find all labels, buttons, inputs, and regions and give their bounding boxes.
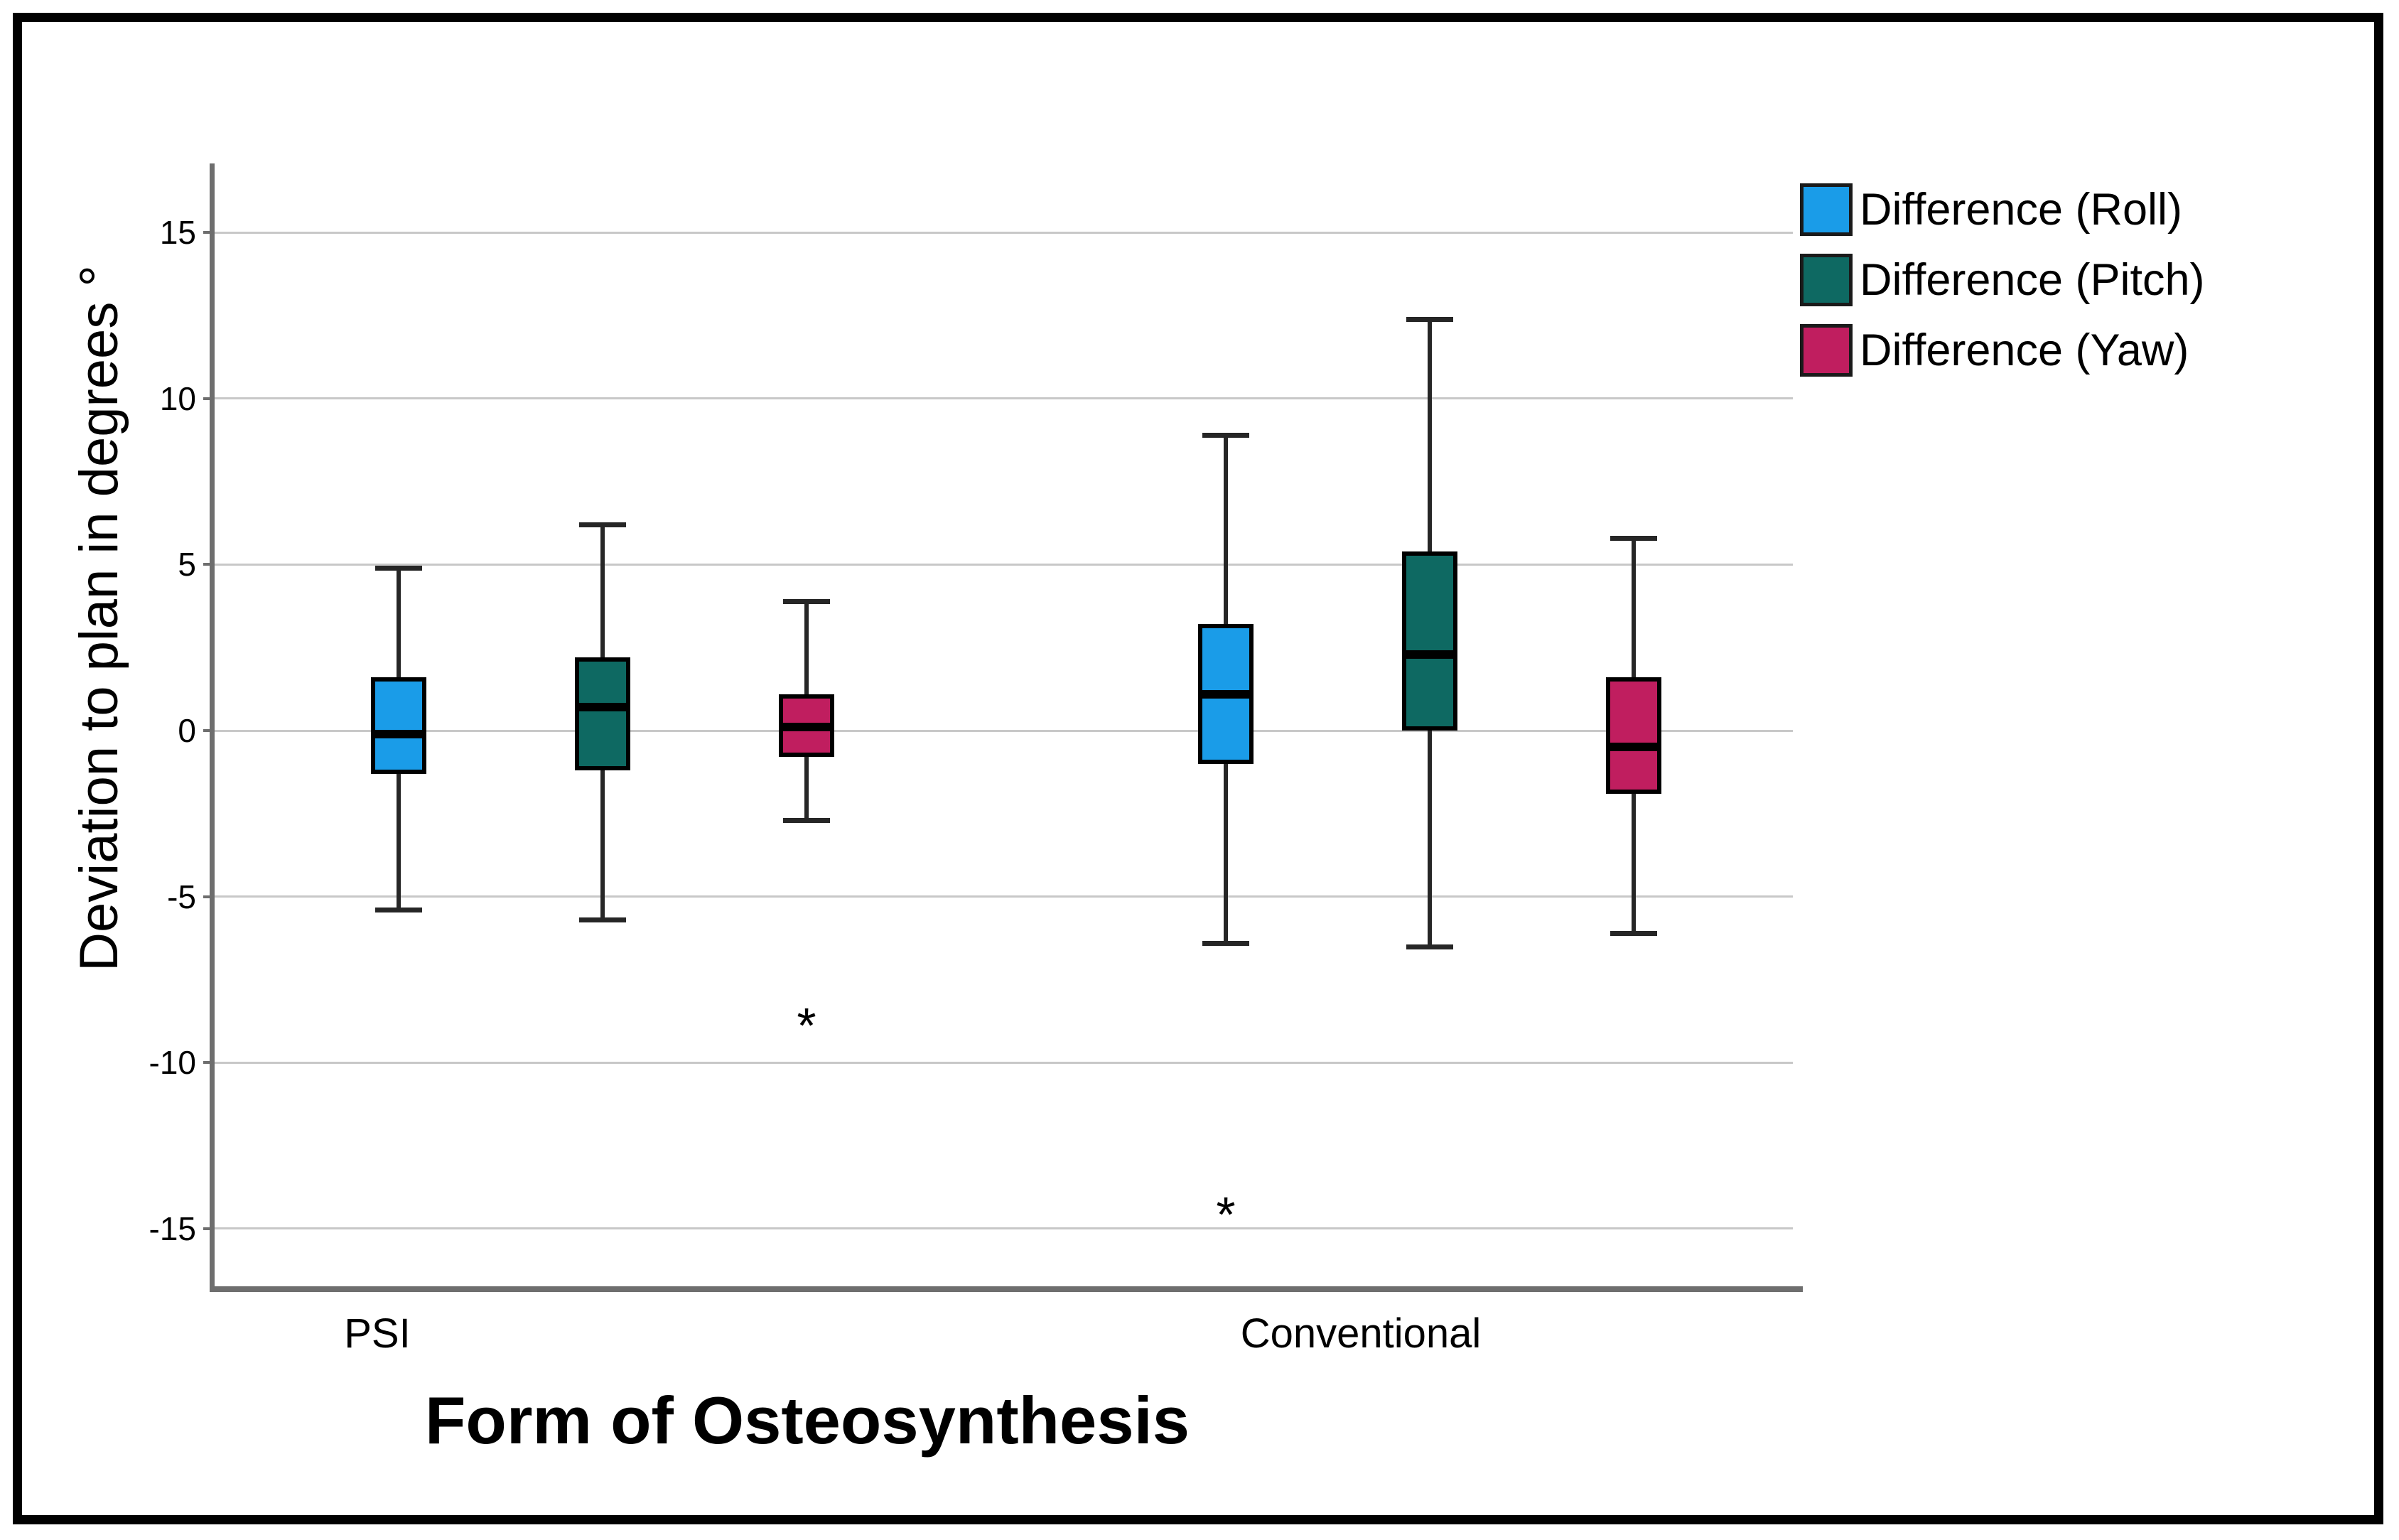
gridline bbox=[215, 1227, 1793, 1230]
legend-label: Difference (Pitch) bbox=[1860, 255, 2205, 305]
legend-item: Difference (Pitch) bbox=[1800, 254, 2205, 306]
y-tick-label: 0 bbox=[178, 712, 196, 749]
legend-swatch bbox=[1800, 324, 1853, 377]
whisker-cap-top bbox=[1406, 316, 1453, 322]
gridline bbox=[215, 397, 1793, 400]
y-axis-title: Deviation to plan in degrees ° bbox=[69, 265, 129, 971]
x-category-label: Conventional bbox=[1240, 1310, 1482, 1357]
legend-swatch bbox=[1800, 254, 1853, 306]
gridline bbox=[215, 563, 1793, 566]
y-tick-label: -5 bbox=[167, 878, 196, 915]
y-axis-line bbox=[210, 163, 215, 1286]
y-tick-mark bbox=[203, 1227, 215, 1230]
legend-label: Difference (Roll) bbox=[1860, 185, 2182, 235]
x-axis-title: Form of Osteosynthesis bbox=[425, 1383, 1190, 1458]
median-line bbox=[1402, 650, 1457, 659]
y-tick-label: 5 bbox=[178, 546, 196, 583]
gridline bbox=[215, 1061, 1793, 1064]
legend-item: Difference (Roll) bbox=[1800, 183, 2205, 236]
whisker-cap-bottom bbox=[579, 917, 626, 923]
whisker-cap-top bbox=[1610, 536, 1657, 542]
legend-label: Difference (Yaw) bbox=[1860, 325, 2189, 375]
median-line bbox=[1606, 743, 1661, 752]
y-tick-mark bbox=[203, 895, 215, 898]
figure-border bbox=[13, 13, 2383, 1524]
x-axis-line bbox=[210, 1286, 1803, 1292]
gridline bbox=[215, 231, 1793, 234]
outlier-asterisk: * bbox=[1216, 1186, 1236, 1242]
whisker-cap-bottom bbox=[1610, 930, 1657, 936]
y-tick-mark bbox=[203, 1061, 215, 1065]
outlier-marker: * bbox=[778, 988, 835, 1053]
outlier-asterisk: * bbox=[797, 997, 816, 1053]
legend-item: Difference (Yaw) bbox=[1800, 324, 2205, 377]
whisker-cap-bottom bbox=[1406, 944, 1453, 949]
y-tick-label: 10 bbox=[159, 379, 196, 417]
box-rect-difference-pitch- bbox=[575, 657, 630, 771]
y-tick-mark bbox=[203, 729, 215, 732]
y-tick-label: -10 bbox=[149, 1044, 196, 1082]
box-rect-difference-pitch- bbox=[1402, 551, 1457, 731]
median-line bbox=[779, 723, 834, 732]
whisker-cap-bottom bbox=[375, 908, 422, 913]
outlier-marker: * bbox=[1197, 1177, 1254, 1242]
median-line bbox=[575, 703, 630, 712]
box-rect-difference-roll- bbox=[371, 677, 426, 774]
whisker-cap-top bbox=[375, 566, 422, 571]
y-tick-label: -15 bbox=[149, 1210, 196, 1247]
box-rect-difference-yaw- bbox=[1606, 677, 1661, 794]
whisker-cap-top bbox=[1202, 433, 1249, 438]
median-line bbox=[371, 729, 426, 738]
legend: Difference (Roll) Difference (Pitch) Diffe… bbox=[1800, 183, 2205, 394]
gridline bbox=[215, 729, 1793, 732]
y-tick-mark bbox=[203, 231, 215, 235]
median-line bbox=[1198, 689, 1254, 699]
legend-swatch bbox=[1800, 183, 1853, 236]
x-category-label: PSI bbox=[344, 1310, 411, 1357]
whisker-cap-top bbox=[783, 598, 830, 604]
y-tick-label: 15 bbox=[159, 214, 196, 252]
whisker-cap-bottom bbox=[783, 818, 830, 824]
gridline bbox=[215, 895, 1793, 898]
whisker-cap-bottom bbox=[1202, 941, 1249, 946]
y-tick-mark bbox=[203, 563, 215, 566]
whisker-cap-top bbox=[579, 522, 626, 528]
y-tick-mark bbox=[203, 397, 215, 400]
